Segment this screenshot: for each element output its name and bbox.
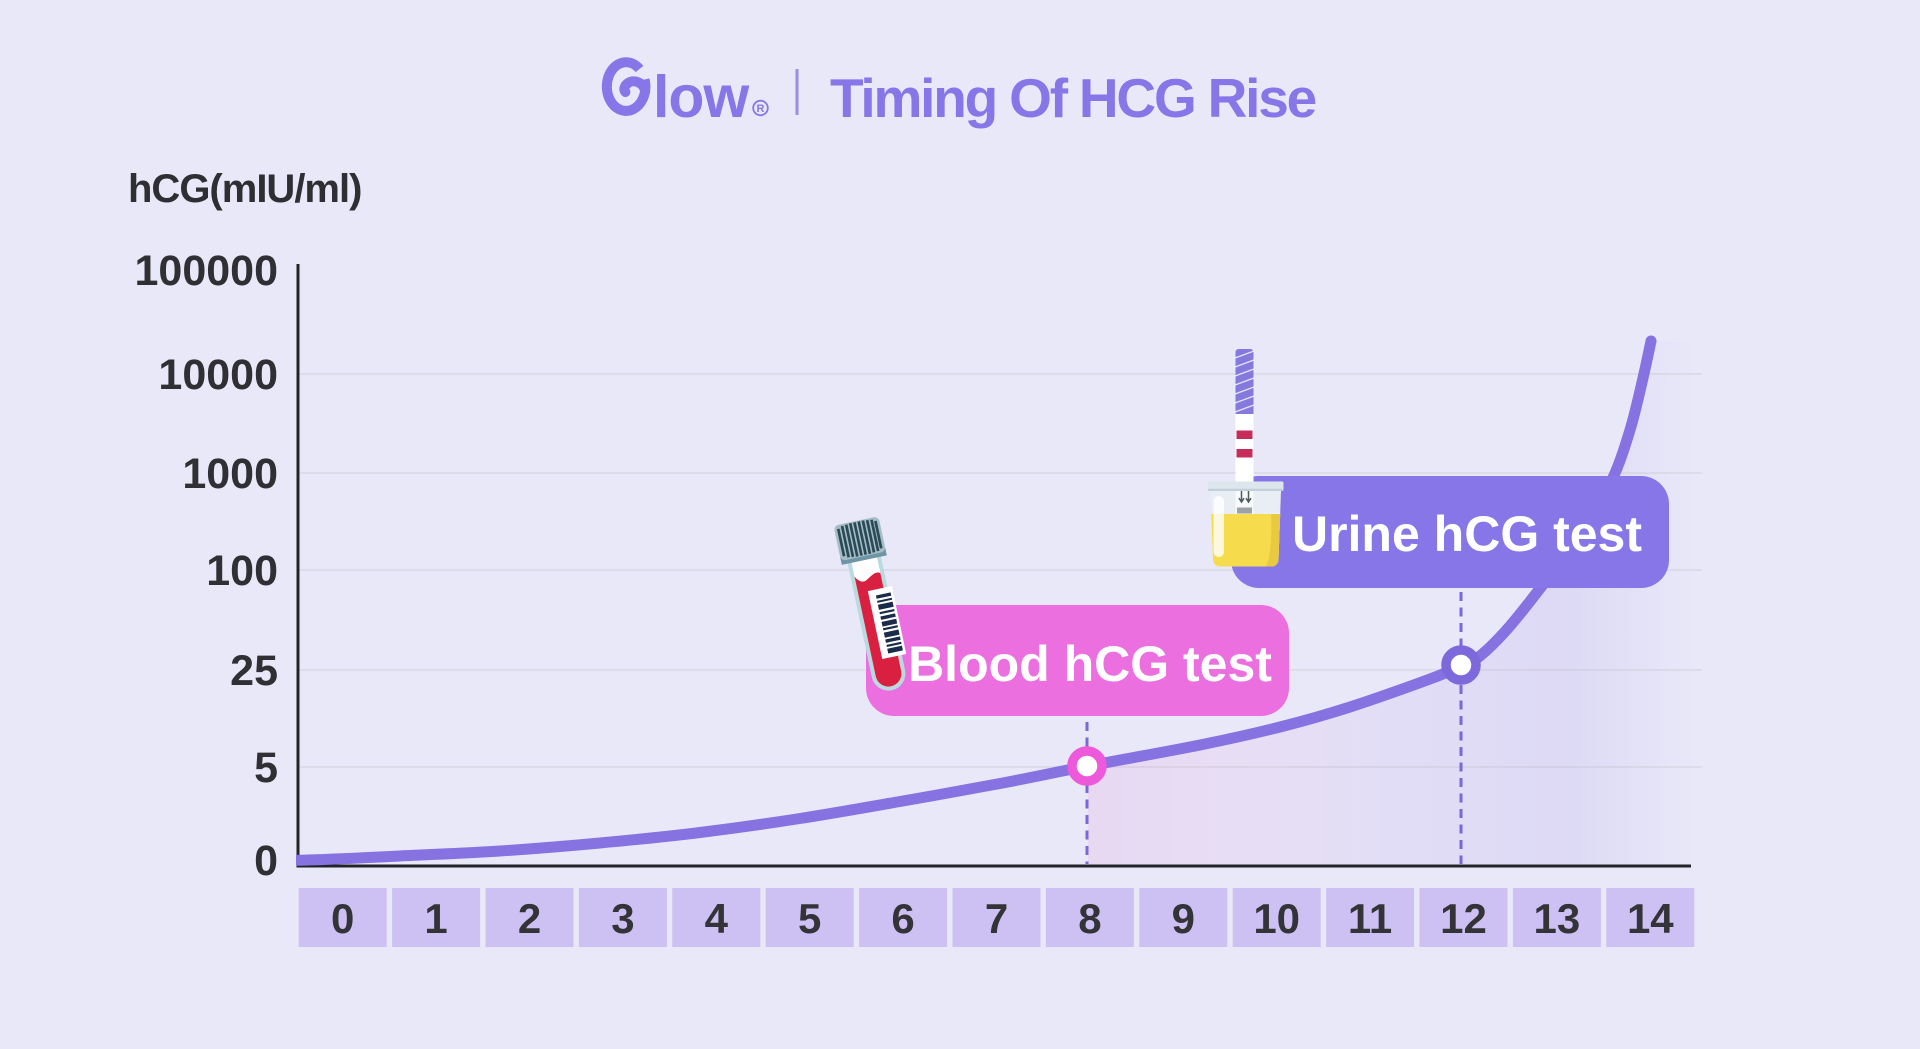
- svg-text:R: R: [757, 103, 765, 115]
- svg-text:2: 2: [518, 895, 541, 942]
- svg-text:Blood hCG test: Blood hCG test: [908, 636, 1272, 692]
- svg-text:100: 100: [206, 547, 278, 595]
- svg-text:14: 14: [1627, 895, 1674, 942]
- svg-text:10000: 10000: [158, 351, 278, 399]
- svg-text:10: 10: [1253, 895, 1300, 942]
- svg-text:Urine hCG test: Urine hCG test: [1292, 506, 1642, 562]
- svg-text:3: 3: [611, 895, 634, 942]
- svg-text:hCG(mIU/ml): hCG(mIU/ml): [128, 167, 361, 211]
- svg-text:9: 9: [1172, 895, 1195, 942]
- svg-text:8: 8: [1078, 895, 1101, 942]
- svg-text:12: 12: [1440, 895, 1487, 942]
- svg-text:5: 5: [254, 744, 278, 792]
- svg-text:0: 0: [331, 895, 354, 942]
- svg-text:5: 5: [798, 895, 821, 942]
- svg-text:low: low: [653, 64, 749, 130]
- svg-text:13: 13: [1534, 895, 1581, 942]
- svg-text:11: 11: [1348, 895, 1392, 942]
- svg-text:0: 0: [254, 837, 278, 885]
- svg-text:1: 1: [424, 895, 447, 942]
- svg-text:Timing Of HCG Rise: Timing Of HCG Rise: [830, 67, 1316, 129]
- svg-text:4: 4: [705, 895, 729, 942]
- svg-text:7: 7: [985, 895, 1008, 942]
- svg-text:6: 6: [891, 895, 914, 942]
- svg-text:25: 25: [230, 647, 278, 695]
- svg-text:1000: 1000: [182, 450, 278, 498]
- svg-text:100000: 100000: [135, 247, 279, 295]
